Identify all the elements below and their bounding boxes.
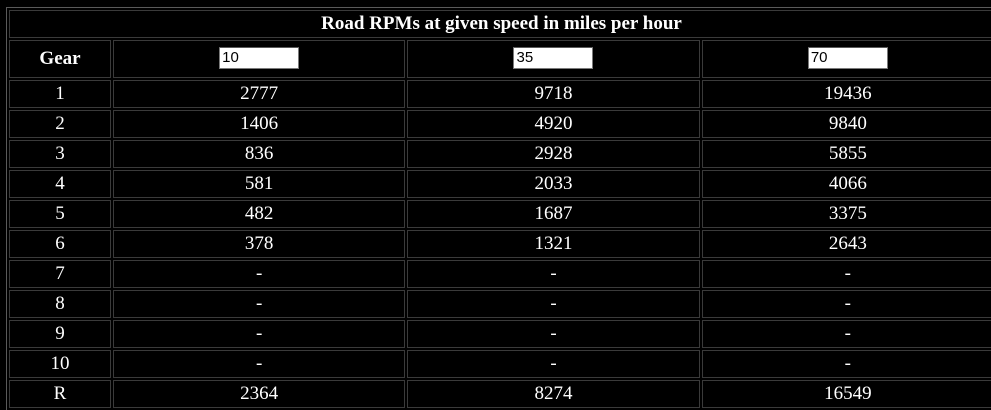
table-row: 6 378 1321 2643 (9, 230, 991, 258)
table-row: 2 1406 4920 9840 (9, 110, 991, 138)
gear-cell: 10 (9, 350, 111, 378)
rpm-cell: - (701, 290, 991, 318)
rpm-cell: 2033 (407, 170, 700, 198)
rpm-cell: 9840 (701, 110, 991, 138)
table-row: 5 482 1687 3375 (9, 200, 991, 228)
table-row: R 2364 8274 16549 (9, 380, 991, 408)
rpm-cell: 2928 (407, 140, 700, 168)
rpm-cell: - (113, 350, 406, 378)
rpm-cell: 3375 (701, 200, 991, 228)
road-rpm-table: Road RPMs at given speed in miles per ho… (6, 7, 991, 410)
gear-cell: 6 (9, 230, 111, 258)
speed-input-2[interactable] (513, 46, 594, 69)
rpm-cell: 2777 (113, 80, 406, 108)
rpm-cell: 836 (113, 140, 406, 168)
rpm-cell: 2643 (701, 230, 991, 258)
table-row: 3 836 2928 5855 (9, 140, 991, 168)
table-row: 4 581 2033 4066 (9, 170, 991, 198)
gear-cell: 2 (9, 110, 111, 138)
speed-header-2 (407, 40, 700, 78)
gear-cell: 1 (9, 80, 111, 108)
table-row: 7--- (9, 260, 991, 288)
gear-cell: 7 (9, 260, 111, 288)
rpm-cell: 4066 (701, 170, 991, 198)
speed-input-3[interactable] (807, 46, 888, 69)
gear-cell: 9 (9, 320, 111, 348)
rpm-cell: 5855 (701, 140, 991, 168)
rpm-cell: 19436 (701, 80, 991, 108)
rpm-cell: 16549 (701, 380, 991, 408)
table-row: 10- - - (9, 350, 991, 378)
rpm-cell: 2364 (113, 380, 406, 408)
rpm-cell: - (113, 260, 406, 288)
table-row: 1 2777 9718 19436 (9, 80, 991, 108)
rpm-cell: - (113, 320, 406, 348)
rpm-cell: 8274 (407, 380, 700, 408)
rpm-cell: 378 (113, 230, 406, 258)
speed-header-3 (701, 40, 991, 78)
rpm-cell: - (407, 260, 700, 288)
rpm-cell: - (113, 290, 406, 318)
rpm-cell: - (701, 320, 991, 348)
speed-header-1 (113, 40, 406, 78)
rpm-cell: 482 (113, 200, 406, 228)
rpm-cell: 1321 (407, 230, 700, 258)
rpm-cell: - (701, 350, 991, 378)
rpm-cell: - (407, 290, 700, 318)
rpm-cell: - (701, 260, 991, 288)
speed-input-1[interactable] (219, 46, 300, 69)
gear-cell: 5 (9, 200, 111, 228)
rpm-cell: 1406 (113, 110, 406, 138)
rpm-cell: 581 (113, 170, 406, 198)
table-row: 9--- (9, 320, 991, 348)
gear-header: Gear (9, 40, 111, 78)
gear-cell: 8 (9, 290, 111, 318)
rpm-table-body: 1 2777 9718 19436 2 1406 4920 9840 3 836 2928 5855 4… (9, 80, 991, 408)
table-row: 8--- (9, 290, 991, 318)
rpm-cell: - (407, 350, 700, 378)
table-title: Road RPMs at given speed in miles per ho… (9, 10, 991, 38)
gear-cell: 3 (9, 140, 111, 168)
gear-cell: 4 (9, 170, 111, 198)
gear-cell: R (9, 380, 111, 408)
rpm-cell: 1687 (407, 200, 700, 228)
rpm-cell: 4920 (407, 110, 700, 138)
rpm-cell: 9718 (407, 80, 700, 108)
rpm-cell: - (407, 320, 700, 348)
